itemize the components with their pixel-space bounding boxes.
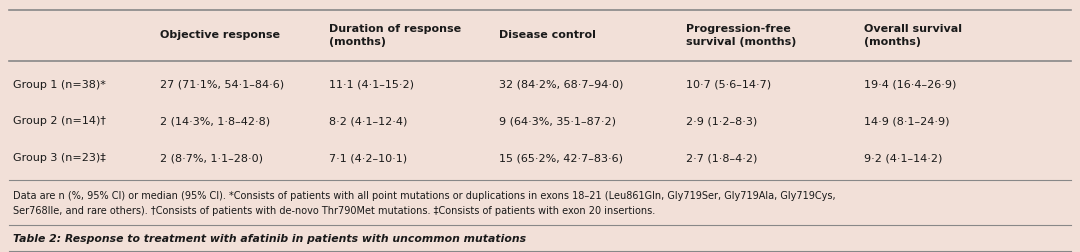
Text: 8·2 (4·1–12·4): 8·2 (4·1–12·4) [329, 116, 408, 126]
Text: 11·1 (4·1–15·2): 11·1 (4·1–15·2) [329, 79, 415, 89]
Text: Ser768Ile, and rare others). †Consists of patients with de-novo Thr790Met mutati: Ser768Ile, and rare others). †Consists o… [13, 205, 656, 215]
Text: 2·7 (1·8–4·2): 2·7 (1·8–4·2) [686, 152, 757, 163]
Text: 10·7 (5·6–14·7): 10·7 (5·6–14·7) [686, 79, 771, 89]
Text: Group 1 (n=38)*: Group 1 (n=38)* [13, 79, 106, 89]
Text: 32 (84·2%, 68·7–94·0): 32 (84·2%, 68·7–94·0) [499, 79, 623, 89]
Text: 2 (14·3%, 1·8–42·8): 2 (14·3%, 1·8–42·8) [160, 116, 270, 126]
Text: 2·9 (1·2–8·3): 2·9 (1·2–8·3) [686, 116, 757, 126]
Text: 19·4 (16·4–26·9): 19·4 (16·4–26·9) [864, 79, 957, 89]
Text: 14·9 (8·1–24·9): 14·9 (8·1–24·9) [864, 116, 949, 126]
Text: Disease control: Disease control [499, 30, 596, 40]
Text: Group 2 (n=14)†: Group 2 (n=14)† [13, 116, 106, 126]
Text: 9·2 (4·1–14·2): 9·2 (4·1–14·2) [864, 152, 943, 163]
Text: Data are n (%, 95% CI) or median (95% CI). *Consists of patients with all point : Data are n (%, 95% CI) or median (95% CI… [13, 190, 836, 200]
Text: Progression-free
survival (months): Progression-free survival (months) [686, 24, 796, 46]
Text: 9 (64·3%, 35·1–87·2): 9 (64·3%, 35·1–87·2) [499, 116, 616, 126]
Text: 2 (8·7%, 1·1–28·0): 2 (8·7%, 1·1–28·0) [160, 152, 262, 163]
Text: Overall survival
(months): Overall survival (months) [864, 24, 962, 46]
Text: 15 (65·2%, 42·7–83·6): 15 (65·2%, 42·7–83·6) [499, 152, 623, 163]
Text: Group 3 (n=23)‡: Group 3 (n=23)‡ [13, 152, 106, 163]
Text: 7·1 (4·2–10·1): 7·1 (4·2–10·1) [329, 152, 407, 163]
Text: 27 (71·1%, 54·1–84·6): 27 (71·1%, 54·1–84·6) [160, 79, 284, 89]
Text: Table 2: Response to treatment with afatinib in patients with uncommon mutations: Table 2: Response to treatment with afat… [13, 233, 526, 243]
Text: Duration of response
(months): Duration of response (months) [329, 24, 461, 46]
Text: Objective response: Objective response [160, 30, 280, 40]
